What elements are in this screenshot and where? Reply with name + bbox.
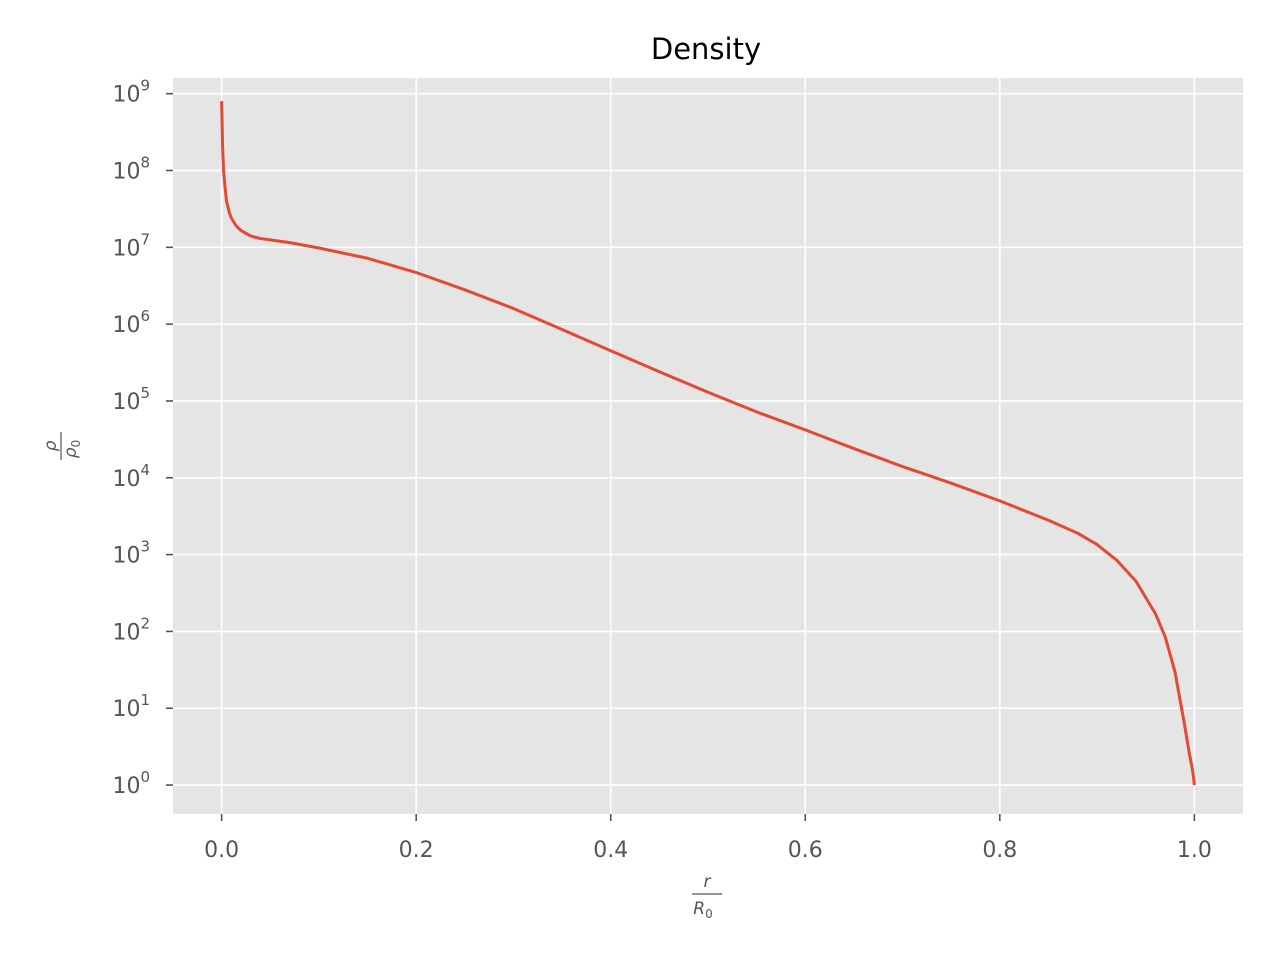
plot-background: [173, 78, 1243, 814]
x-axis-label-denominator-base: R: [693, 899, 705, 919]
tick-marks: [166, 92, 1196, 821]
x-axis-label: r R0: [692, 872, 722, 921]
x-tick-label: 0.0: [204, 838, 239, 863]
y-axis-label-denominator-base: ρ: [61, 447, 81, 458]
x-axis-label-numerator: r: [704, 872, 712, 892]
x-tick-label: 1.0: [1177, 838, 1212, 863]
y-axis-label-numerator: ρ: [41, 440, 61, 451]
y-tick-labels: 100 101 102 103 104 105 106 107 108 109: [112, 77, 150, 799]
x-tick-label: 0.6: [788, 838, 823, 863]
y-tick-label: 104: [112, 461, 150, 492]
chart-title: Density: [651, 32, 761, 66]
y-tick-label: 108: [112, 154, 150, 185]
y-tick-label: 106: [112, 307, 150, 338]
x-tick-label: 0.4: [593, 838, 628, 863]
y-tick-label: 105: [112, 384, 150, 415]
y-tick-label: 109: [112, 77, 150, 108]
y-axis-label-denominator: ρ0: [61, 440, 83, 458]
y-tick-label: 101: [112, 691, 150, 722]
x-axis-label-denominator-sub: 0: [705, 907, 713, 921]
y-axis-label: ρ ρ0: [41, 432, 83, 460]
x-tick-label: 0.2: [399, 838, 434, 863]
data-line-layer: [220, 101, 1196, 786]
y-tick-label: 103: [112, 538, 150, 569]
x-axis-label-denominator: R0: [693, 899, 712, 921]
y-tick-label: 100: [112, 768, 150, 799]
y-tick-label: 107: [112, 230, 150, 261]
grid-lines: [173, 78, 1243, 814]
y-axis-label-denominator-sub: 0: [69, 440, 83, 448]
x-tick-label: 0.8: [982, 838, 1017, 863]
density-series-line: [220, 101, 1196, 786]
y-tick-label: 102: [112, 614, 150, 645]
x-tick-labels: 0.0 0.2 0.4 0.6 0.8 1.0: [204, 838, 1212, 863]
